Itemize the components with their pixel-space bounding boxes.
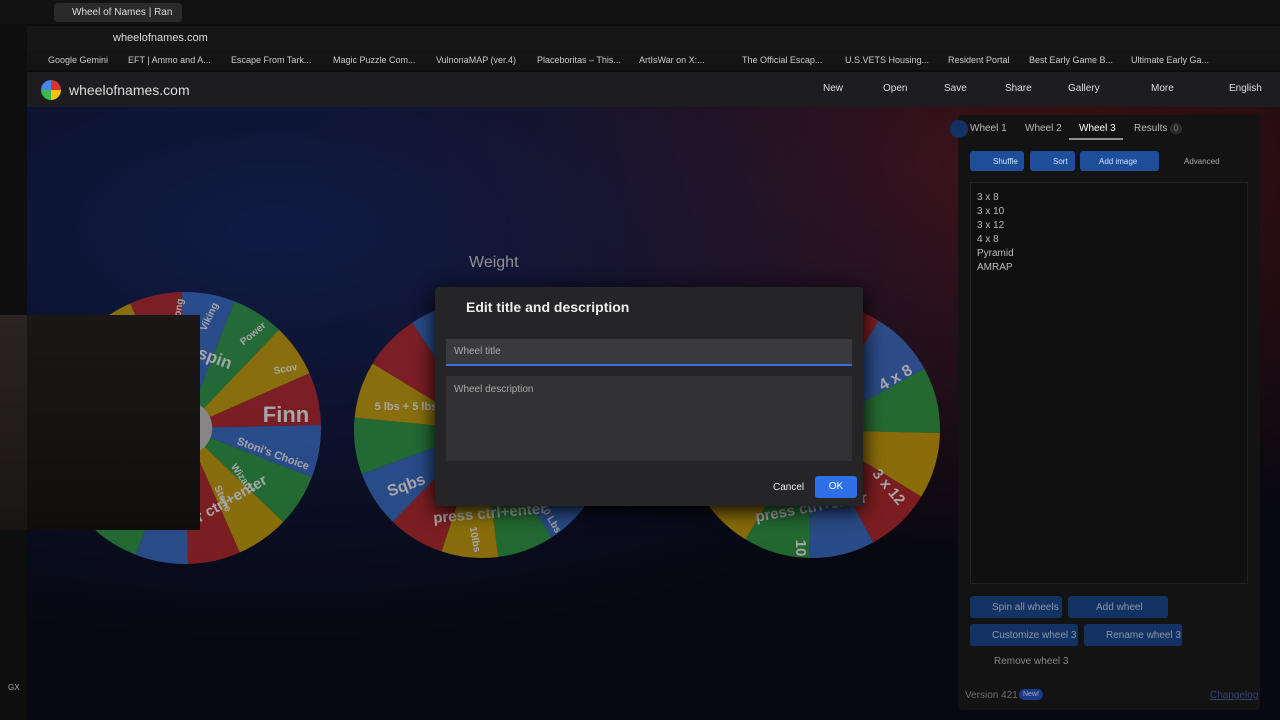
new-badge: New! <box>1019 689 1043 700</box>
entries-box[interactable] <box>970 182 1248 584</box>
wheel-tab[interactable]: Wheel 3 <box>1079 123 1116 134</box>
tab-indicator <box>1069 138 1123 140</box>
description-input[interactable]: Wheel description <box>446 376 852 461</box>
wheel-segment <box>185 428 284 553</box>
entry: 3 x 12 <box>977 220 1005 231</box>
wheel-label: 10lbs <box>467 526 482 554</box>
bookmarks-bar <box>27 50 1280 70</box>
collapse-button[interactable] <box>950 120 968 138</box>
app-header <box>27 72 1280 107</box>
nav-item[interactable]: New <box>823 83 844 94</box>
tab-bar <box>0 0 1280 24</box>
bookmark[interactable]: Magic Puzzle Com... <box>333 55 416 65</box>
wheel-segment <box>185 329 310 428</box>
version: Version 421 <box>965 690 1018 701</box>
bookmark[interactable]: Google Gemini <box>48 55 109 65</box>
nav-item[interactable]: Share <box>1005 83 1032 94</box>
wheel-label: Scov <box>273 362 299 377</box>
bookmark[interactable]: U.S.VETS Housing... <box>845 55 930 65</box>
tool-button[interactable]: Add image <box>1080 151 1159 171</box>
rename-button[interactable]: Rename wheel 3 <box>1084 624 1182 646</box>
description-placeholder: Wheel description <box>454 384 534 395</box>
wheel-segment <box>185 373 321 428</box>
dialog-title: Edit title and description <box>466 299 630 315</box>
logo[interactable]: wheelofnames.com <box>69 82 190 98</box>
nav-item[interactable]: Gallery <box>1068 83 1100 94</box>
bookmark[interactable]: Best Early Game B... <box>1029 55 1114 65</box>
bookmark[interactable]: The Official Escap... <box>742 55 823 65</box>
entry: 3 x 8 <box>977 192 999 203</box>
nav-item[interactable]: Save <box>944 83 967 94</box>
entry: 3 x 10 <box>977 206 1005 217</box>
title-placeholder: Wheel title <box>454 346 501 357</box>
nav-item[interactable]: More <box>1151 83 1174 94</box>
nav-item[interactable]: English <box>1229 83 1262 94</box>
wheel-tab[interactable]: Results <box>1134 123 1168 134</box>
bookmark[interactable]: Ultimate Early Ga... <box>1131 55 1210 65</box>
nav-item[interactable]: Open <box>883 83 908 94</box>
ok-button[interactable]: OK <box>815 476 857 498</box>
url[interactable]: wheelofnames.com <box>113 32 208 44</box>
tool-button[interactable]: Shuffle <box>970 151 1024 171</box>
wheel-tab[interactable]: Wheel 1 <box>970 123 1007 134</box>
logo-icon[interactable] <box>41 80 61 100</box>
wheel-segment <box>185 428 312 523</box>
advanced-checkbox[interactable]: Advanced <box>1184 157 1220 166</box>
results-count: 0 <box>1170 123 1182 134</box>
remove-button[interactable]: Remove wheel 3 <box>994 656 1069 667</box>
wheel-tab[interactable]: Wheel 2 <box>1025 123 1062 134</box>
bookmark[interactable]: EFT | Ammo and A... <box>128 55 211 65</box>
bookmark[interactable]: ArtIsWar on X:... <box>639 55 705 65</box>
wheel-label: 10 <box>792 540 809 557</box>
tab-title[interactable]: Wheel of Names | Random <box>72 7 172 18</box>
address-bar <box>0 26 1280 50</box>
tab[interactable] <box>54 3 182 22</box>
bookmark[interactable]: Placeboritas – This... <box>537 55 621 65</box>
wheel-label: Finn <box>263 402 309 427</box>
entry: Pyramid <box>977 248 1014 259</box>
entry: AMRAP <box>977 262 1013 273</box>
add-wheel-button[interactable]: Add wheel <box>1068 596 1168 618</box>
wheel-title: Weight <box>469 254 519 271</box>
wheel-segment <box>185 301 280 428</box>
webcam <box>0 315 200 530</box>
wheel-segment <box>185 425 321 478</box>
spin-all-button[interactable]: Spin all wheels <box>970 596 1062 618</box>
customize-button[interactable]: Customize wheel 3 <box>970 624 1078 646</box>
sidebar-label: GX <box>8 683 20 692</box>
bookmark[interactable]: VulnonaMAP (ver.4) <box>436 55 517 65</box>
changelog-link[interactable]: Changelog <box>1210 690 1259 701</box>
entry: 4 x 8 <box>977 234 999 245</box>
bookmark[interactable]: Escape From Tark... <box>231 55 312 65</box>
wheel-label: 5 lbs + 5 lbs <box>375 401 438 413</box>
cancel-button[interactable]: Cancel <box>773 482 805 493</box>
dialog: Edit title and description Wheel title W… <box>435 287 863 506</box>
title-input[interactable]: Wheel title <box>446 339 852 366</box>
bookmark[interactable]: Resident Portal <box>948 55 1010 65</box>
tool-button[interactable]: Sort <box>1030 151 1075 171</box>
